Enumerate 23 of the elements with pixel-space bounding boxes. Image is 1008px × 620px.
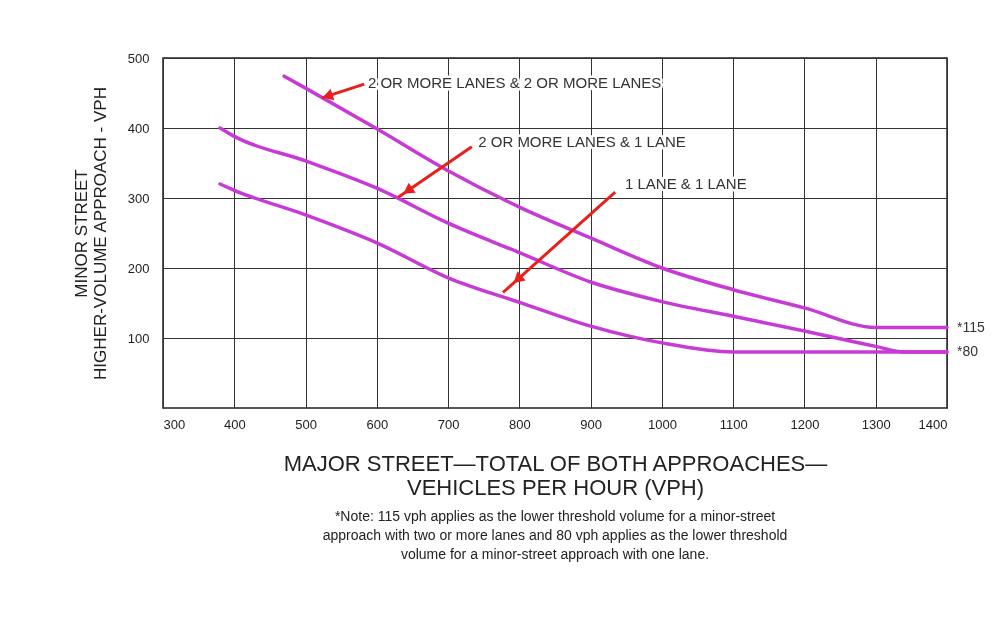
x-tick-label: 1100 [719,416,748,432]
text: *Note: 115 vph applies as the lower threshold volume for a minor-street approach with two or more lanes and 80 vph applies as the lower threshold volume for a minor-street approach with one lane. [322,508,788,562]
x-tick-label: 1200 [790,416,820,432]
x-axis-title: MAJOR STREET—TOTAL OF BOTH APPROACHES— VEHICLES PER HOUR (VPH) [283,450,828,500]
x-tick-label: 500 [295,416,317,432]
y-tick-label: 200 [127,260,150,276]
annotation: *80 [957,343,979,359]
y-tick-label: 300 [127,190,150,206]
x-tick-label: 1400 [918,416,948,432]
x-tick-label: 600 [366,416,389,432]
y-tick-label: 100 [127,330,150,346]
annotation: *115 [957,318,985,335]
y-tick-label: 400 [127,120,150,136]
x-tick-label: 900 [580,416,602,432]
x-tick-label: 400 [223,416,246,432]
line-series [282,74,949,330]
x-tick-label: 1000 [647,416,677,432]
x-tick-label: 800 [509,416,531,432]
x-tick-label: 1300 [861,416,891,432]
x-tick-label: 700 [437,416,460,432]
y-tick-label: 500 [127,50,150,66]
y-axis-title: MINOR STREET HIGHER-VOLUME APPROACH - VPH [71,87,110,380]
x-tick-label: 300 [163,416,186,432]
